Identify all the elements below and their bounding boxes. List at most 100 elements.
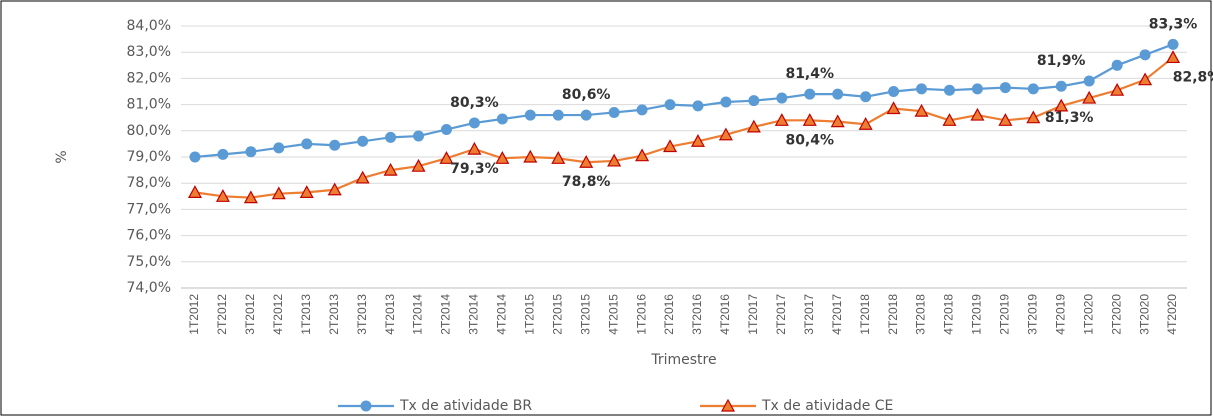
point xyxy=(1139,49,1151,61)
point xyxy=(971,83,983,95)
point xyxy=(273,142,285,154)
data-label: 79,3% xyxy=(450,161,499,177)
x-tick-label: 1T2014 xyxy=(411,294,425,335)
point xyxy=(245,146,257,158)
x-tick-label: 3T2013 xyxy=(355,294,369,335)
y-tick-label: 80,0% xyxy=(127,123,171,139)
x-tick-label: 4T2020 xyxy=(1165,294,1179,335)
point xyxy=(1138,72,1153,86)
y-tick-label: 79,0% xyxy=(127,149,171,165)
data-label: 80,4% xyxy=(785,132,834,148)
point xyxy=(243,190,258,204)
point xyxy=(1082,90,1097,104)
point xyxy=(329,139,341,151)
point xyxy=(271,186,286,200)
point xyxy=(1110,82,1125,96)
point xyxy=(718,127,733,141)
point xyxy=(692,100,704,112)
point xyxy=(720,96,732,108)
y-tick-label: 81,0% xyxy=(127,97,171,113)
x-tick-label: 2T2013 xyxy=(327,294,341,335)
point xyxy=(607,153,622,167)
point xyxy=(215,189,230,202)
x-tick-label: 4T2017 xyxy=(830,294,844,335)
y-tick-label: 75,0% xyxy=(127,254,171,270)
x-tick-label: 3T2020 xyxy=(1137,294,1151,335)
point xyxy=(636,104,648,116)
x-tick-label: 1T2012 xyxy=(187,294,201,335)
point xyxy=(355,170,370,184)
x-tick-label: 2T2020 xyxy=(1109,294,1123,335)
point xyxy=(495,151,510,164)
point xyxy=(523,149,538,163)
x-tick-label: 1T2019 xyxy=(970,294,984,335)
data-label: 82,8% xyxy=(1173,69,1213,85)
x-tick-label: 2T2014 xyxy=(439,294,453,335)
x-tick-label: 2T2016 xyxy=(662,294,676,335)
x-tick-label: 3T2017 xyxy=(802,294,816,335)
y-tick-label: 76,0% xyxy=(127,228,171,244)
data-label: 78,8% xyxy=(562,174,611,190)
x-tick-label: 3T2014 xyxy=(467,294,481,335)
data-label: 83,3% xyxy=(1149,16,1198,32)
point xyxy=(468,117,480,129)
y-axis-title: % xyxy=(54,150,70,163)
y-tick-label: 77,0% xyxy=(127,201,171,217)
x-tick-label: 2T2015 xyxy=(550,294,564,335)
x-tick-label: 3T2018 xyxy=(914,294,928,335)
point xyxy=(888,86,900,97)
x-tick-label: 3T2012 xyxy=(243,294,257,335)
point xyxy=(440,123,452,135)
x-tick-label: 1T2015 xyxy=(522,294,536,335)
x-tick-label: 4T2018 xyxy=(942,294,956,335)
point xyxy=(748,95,760,107)
x-tick-label: 1T2018 xyxy=(858,294,872,335)
legend-label: Tx de atividade BR xyxy=(399,398,532,414)
point xyxy=(439,151,454,164)
x-tick-label: 4T2014 xyxy=(495,294,509,335)
x-tick-label: 3T2019 xyxy=(1025,294,1039,335)
x-tick-label: 2T2017 xyxy=(774,294,788,335)
legend-marker xyxy=(360,400,372,412)
point xyxy=(858,116,873,130)
point xyxy=(916,83,928,95)
point xyxy=(664,99,676,111)
point xyxy=(524,109,536,121)
x-tick-label: 1T2016 xyxy=(634,294,648,335)
point xyxy=(411,158,426,172)
point xyxy=(1026,110,1041,124)
x-axis-title: Trimestre xyxy=(650,352,716,368)
point xyxy=(914,103,929,117)
point xyxy=(580,109,592,121)
data-label: 81,4% xyxy=(785,66,834,82)
point xyxy=(832,88,844,100)
point xyxy=(746,119,761,133)
point xyxy=(1167,38,1179,50)
point xyxy=(357,135,369,147)
point xyxy=(551,151,566,164)
point xyxy=(327,182,342,196)
point xyxy=(999,82,1011,94)
y-tick-label: 78,0% xyxy=(127,175,171,191)
point xyxy=(608,106,620,118)
x-tick-label: 2T2018 xyxy=(886,294,900,335)
point xyxy=(189,151,201,163)
point xyxy=(496,113,508,125)
x-tick-label: 4T2013 xyxy=(383,294,397,335)
point xyxy=(217,148,229,160)
point xyxy=(1083,75,1095,87)
x-tick-label: 2T2012 xyxy=(215,294,229,335)
point xyxy=(774,113,789,126)
point xyxy=(886,101,901,115)
data-label: 81,9% xyxy=(1037,53,1086,69)
point xyxy=(942,113,957,126)
x-tick-label: 3T2016 xyxy=(690,294,704,335)
point xyxy=(383,162,398,176)
x-tick-label: 2T2019 xyxy=(998,294,1012,335)
point xyxy=(635,148,650,162)
point xyxy=(1111,59,1123,71)
point xyxy=(579,154,594,168)
